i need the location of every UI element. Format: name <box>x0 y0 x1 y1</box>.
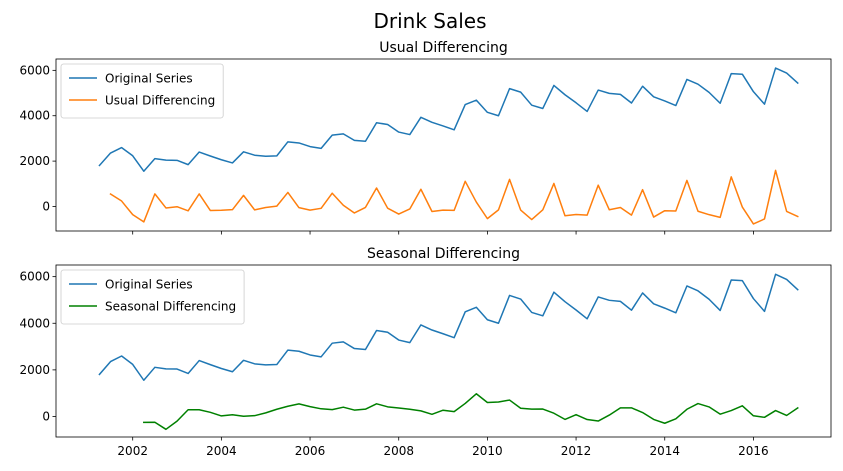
series-group <box>98 67 799 225</box>
legend-label-original-series: Original Series <box>105 278 193 292</box>
legend: Original Series Seasonal Differencing <box>60 269 245 325</box>
panel-title: Usual Differencing <box>379 40 508 56</box>
series-line-original-series <box>98 67 799 172</box>
series-line-usual-differencing <box>109 169 799 225</box>
legend-box <box>60 63 224 119</box>
y-tick-label: 2000 <box>19 154 50 168</box>
legend-label-seasonal-differencing: Seasonal Differencing <box>105 300 236 314</box>
y-tick-label: 0 <box>42 199 50 213</box>
x-tick-label: 2008 <box>383 444 414 458</box>
axes-frame <box>55 264 832 438</box>
y-tick-label: 4000 <box>19 316 50 330</box>
panel-title: Seasonal Differencing <box>367 246 520 262</box>
series-group <box>98 273 799 431</box>
y-tick-label: 6000 <box>19 63 50 77</box>
seasonal-differencing-panel: Seasonal Differencing 0 2000 4000 6000 2002 20… <box>19 246 832 458</box>
legend-box <box>60 269 245 325</box>
legend-label-usual-differencing: Usual Differencing <box>105 94 215 108</box>
x-tick-label: 2014 <box>649 444 680 458</box>
legend: Original Series Usual Differencing <box>60 63 224 119</box>
x-tick-label: 2012 <box>561 444 592 458</box>
y-tick-label: 2000 <box>19 363 50 377</box>
x-tick-label: 2006 <box>295 444 326 458</box>
usual-differencing-panel: Usual Differencing 0 2000 4000 6000 Original … <box>19 40 832 235</box>
y-tick-label: 0 <box>42 409 50 423</box>
x-tick-label: 2002 <box>117 444 148 458</box>
x-tick-label: 2016 <box>738 444 769 458</box>
y-tick-label: 6000 <box>19 270 50 284</box>
y-tick-label: 4000 <box>19 109 50 123</box>
series-line-seasonal-differencing <box>143 393 799 431</box>
x-tick-label: 2010 <box>472 444 503 458</box>
axes-frame <box>55 58 832 232</box>
x-tick-label: 2004 <box>206 444 237 458</box>
series-line-original-series <box>98 273 799 381</box>
figure-suptitle: Drink Sales <box>373 9 486 33</box>
legend-label-original-series: Original Series <box>105 72 193 86</box>
